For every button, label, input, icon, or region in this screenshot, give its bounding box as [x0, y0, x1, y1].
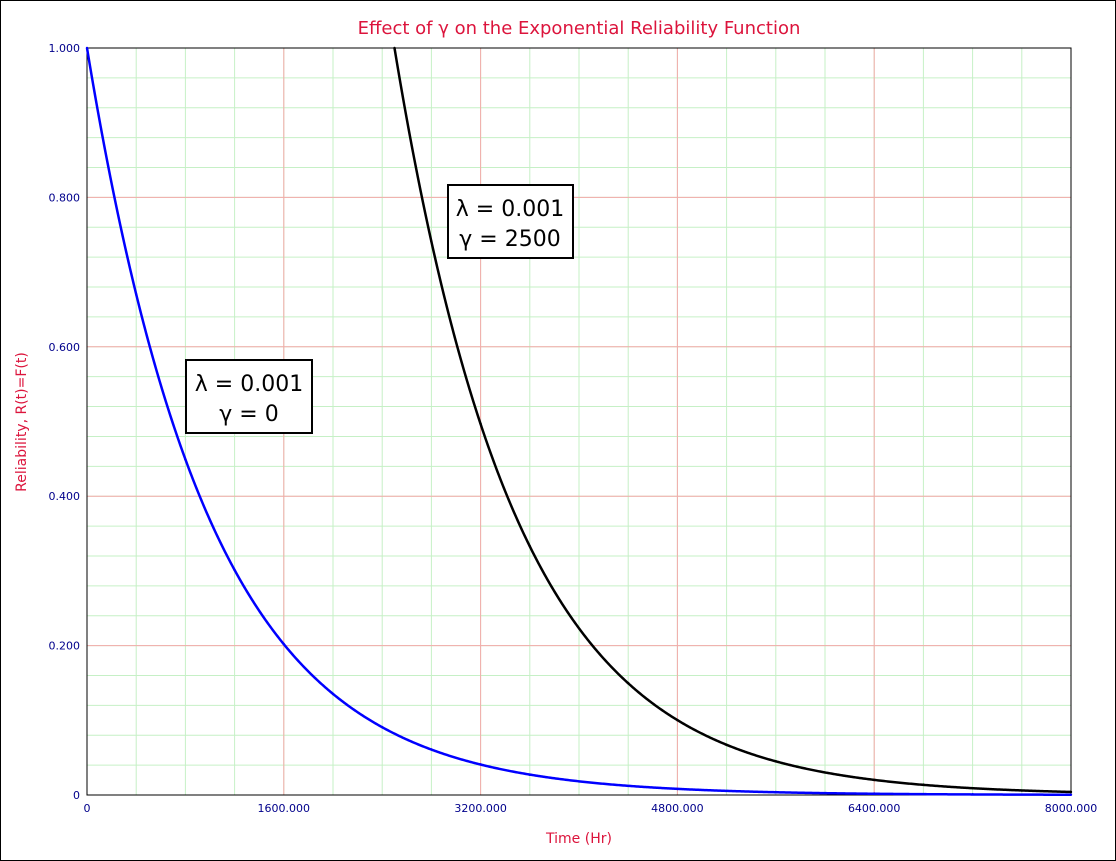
- data-point-gamma-0: [381, 725, 384, 729]
- annotation-box-gamma-2500: [447, 184, 574, 259]
- annotation-gamma-2500-lambda: λ = 0.001: [456, 197, 564, 222]
- x-tick-label: 4800.000: [651, 802, 704, 815]
- annotation-gamma-2500: λ = 0.001 γ = 2500: [447, 184, 574, 259]
- y-axis-label: Reliability, R(t)=F(t): [14, 352, 30, 492]
- data-point-gamma-0: [282, 642, 285, 646]
- plot-area-border: [86, 47, 1072, 796]
- y-tick-label: 0.200: [49, 640, 81, 653]
- series-layer: [85, 46, 1073, 796]
- data-point-gamma-2500: [823, 771, 827, 774]
- data-point-gamma-0: [331, 692, 335, 696]
- data-point-gamma-2500: [528, 545, 531, 548]
- data-point-gamma-0: [430, 748, 433, 751]
- x-axis-ticks: 0 1600.000 3200.000 4800.000 6400.000 8000.00…: [84, 802, 1098, 815]
- data-point-gamma-2500: [577, 627, 581, 630]
- data-point-gamma-2500: [1069, 790, 1073, 794]
- x-tick-label: 0: [84, 802, 91, 815]
- data-point-gamma-2500: [1020, 789, 1023, 792]
- x-tick-label: 8000.000: [1045, 802, 1098, 815]
- data-point-gamma-0: [479, 763, 482, 766]
- data-point-gamma-0: [577, 780, 581, 783]
- data-point-gamma-2500: [873, 778, 876, 782]
- annotation-gamma-0-gamma: γ = 0: [219, 402, 278, 427]
- data-point-gamma-0: [1069, 793, 1073, 796]
- data-point-gamma-2500: [627, 681, 630, 685]
- y-axis-ticks: 0 0.200 0.400 0.600 0.800 1.000: [49, 42, 81, 802]
- x-tick-label: 3200.000: [454, 802, 507, 815]
- data-point-gamma-2500: [430, 240, 433, 243]
- data-point-gamma-2500: [922, 783, 925, 786]
- x-tick-label: 1600.000: [258, 802, 311, 815]
- data-point-gamma-2500: [774, 760, 777, 763]
- annotation-gamma-0-lambda: λ = 0.001: [195, 372, 303, 397]
- data-point-gamma-2500: [393, 46, 396, 50]
- data-point-gamma-0: [528, 773, 531, 777]
- x-tick-label: 6400.000: [848, 802, 901, 815]
- data-point-gamma-0: [971, 793, 974, 796]
- annotation-gamma-0: λ = 0.001 γ = 0: [185, 359, 313, 434]
- y-tick-label: 0.400: [49, 490, 81, 503]
- data-point-gamma-0: [774, 790, 777, 794]
- data-point-gamma-2500: [725, 743, 728, 747]
- y-tick-label: 1.000: [49, 42, 81, 55]
- data-point-gamma-0: [135, 293, 138, 296]
- data-point-gamma-0: [873, 792, 876, 795]
- y-tick-label: 0.600: [49, 341, 81, 354]
- data-point-gamma-2500: [676, 719, 679, 722]
- data-point-gamma-0: [676, 787, 679, 791]
- data-point-gamma-0: [184, 458, 187, 461]
- series-line-gamma-2500: [393, 47, 1072, 794]
- data-point-gamma-0: [85, 46, 89, 50]
- data-point-gamma-2500: [971, 787, 974, 790]
- annotation-box-gamma-0: [185, 359, 313, 434]
- data-point-gamma-2500: [479, 422, 482, 425]
- chart-title: Effect of γ on the Exponential Reliabili…: [358, 18, 801, 39]
- data-point-gamma-0: [233, 568, 236, 572]
- x-axis-label: Time (Hr): [545, 831, 612, 847]
- y-tick-label: 0: [73, 789, 80, 802]
- y-tick-label: 0.800: [49, 191, 81, 204]
- annotation-gamma-2500-gamma: γ = 2500: [459, 227, 560, 252]
